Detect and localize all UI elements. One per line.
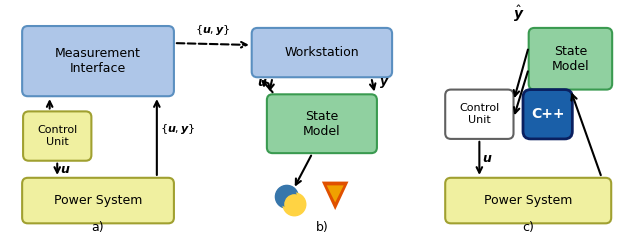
Text: Control
Unit: Control Unit: [37, 125, 77, 147]
Text: $\boldsymbol{y}$: $\boldsymbol{y}$: [379, 76, 389, 90]
Text: $\{\boldsymbol{u},\boldsymbol{y}\}$: $\{\boldsymbol{u},\boldsymbol{y}\}$: [195, 23, 230, 37]
FancyBboxPatch shape: [523, 89, 572, 139]
FancyBboxPatch shape: [252, 28, 392, 77]
Circle shape: [275, 185, 298, 208]
Circle shape: [285, 195, 304, 214]
Text: $\hat{\boldsymbol{y}}$: $\hat{\boldsymbol{y}}$: [513, 4, 525, 24]
FancyBboxPatch shape: [23, 111, 92, 161]
Polygon shape: [326, 185, 344, 203]
Text: $\boldsymbol{u}$: $\boldsymbol{u}$: [482, 152, 493, 165]
FancyBboxPatch shape: [445, 89, 513, 139]
Text: a): a): [92, 221, 104, 234]
FancyBboxPatch shape: [445, 178, 611, 223]
Text: Measurement
Interface: Measurement Interface: [55, 47, 141, 75]
Polygon shape: [322, 182, 348, 210]
Text: c): c): [522, 221, 534, 234]
FancyBboxPatch shape: [529, 28, 612, 89]
Circle shape: [277, 187, 296, 206]
Text: b): b): [316, 221, 328, 234]
Text: Control
Unit: Control Unit: [460, 104, 499, 125]
Text: Power System: Power System: [484, 194, 572, 207]
FancyBboxPatch shape: [22, 178, 174, 223]
Circle shape: [283, 193, 306, 216]
Text: C++: C++: [531, 107, 564, 121]
Text: $\boldsymbol{u}$: $\boldsymbol{u}$: [257, 76, 268, 89]
Text: State
Model: State Model: [552, 45, 589, 73]
FancyBboxPatch shape: [22, 26, 174, 96]
FancyBboxPatch shape: [267, 94, 377, 153]
Text: State
Model: State Model: [303, 110, 340, 138]
Text: Power System: Power System: [54, 194, 142, 207]
Text: $\{\boldsymbol{u},\boldsymbol{y}\}$: $\{\boldsymbol{u},\boldsymbol{y}\}$: [160, 122, 195, 136]
Text: Workstation: Workstation: [285, 46, 359, 59]
Text: $\boldsymbol{u}$: $\boldsymbol{u}$: [60, 163, 70, 176]
